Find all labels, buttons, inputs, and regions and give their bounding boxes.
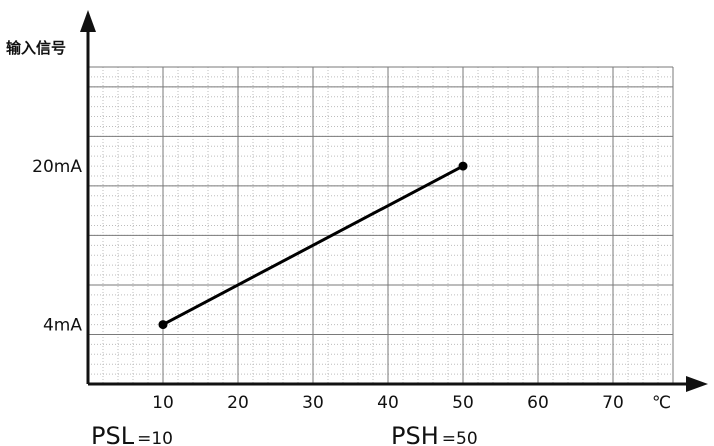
x-axis-arrow-icon bbox=[686, 376, 708, 392]
series-line bbox=[162, 164, 464, 326]
y-tick-label: 4mA bbox=[43, 316, 82, 336]
data-point bbox=[458, 161, 468, 171]
x-tick-label: 70 bbox=[602, 393, 624, 413]
x-tick-label: 20 bbox=[227, 393, 249, 413]
annotation-value: =50 bbox=[442, 429, 478, 446]
x-tick-label: 50 bbox=[452, 393, 474, 413]
x-tick-label: 60 bbox=[527, 393, 549, 413]
x-tick-label: 30 bbox=[302, 393, 324, 413]
annotation-name: PSH bbox=[391, 422, 439, 446]
annotation-name: PSL bbox=[91, 422, 135, 446]
x-axis-unit: ℃ bbox=[652, 393, 671, 413]
y-tick-labels: 4mA 20mA bbox=[32, 157, 82, 336]
data-point bbox=[158, 320, 168, 330]
y-axis-title: 输入信号 bbox=[6, 39, 66, 57]
annotations: PSL =10 PSH =50 bbox=[91, 422, 478, 446]
annotation-label: PSH =50 bbox=[391, 422, 478, 446]
series-group bbox=[158, 161, 468, 330]
y-tick-label: 20mA bbox=[32, 157, 82, 177]
x-tick-label: 10 bbox=[152, 393, 174, 413]
annotation-label: PSL =10 bbox=[91, 422, 173, 446]
minor-grid bbox=[87, 66, 674, 385]
annotation-value: =10 bbox=[137, 429, 173, 446]
x-tick-label: 40 bbox=[377, 393, 399, 413]
x-tick-labels: 10 20 30 40 50 60 70 bbox=[152, 393, 624, 413]
y-axis-arrow-icon bbox=[80, 10, 96, 32]
